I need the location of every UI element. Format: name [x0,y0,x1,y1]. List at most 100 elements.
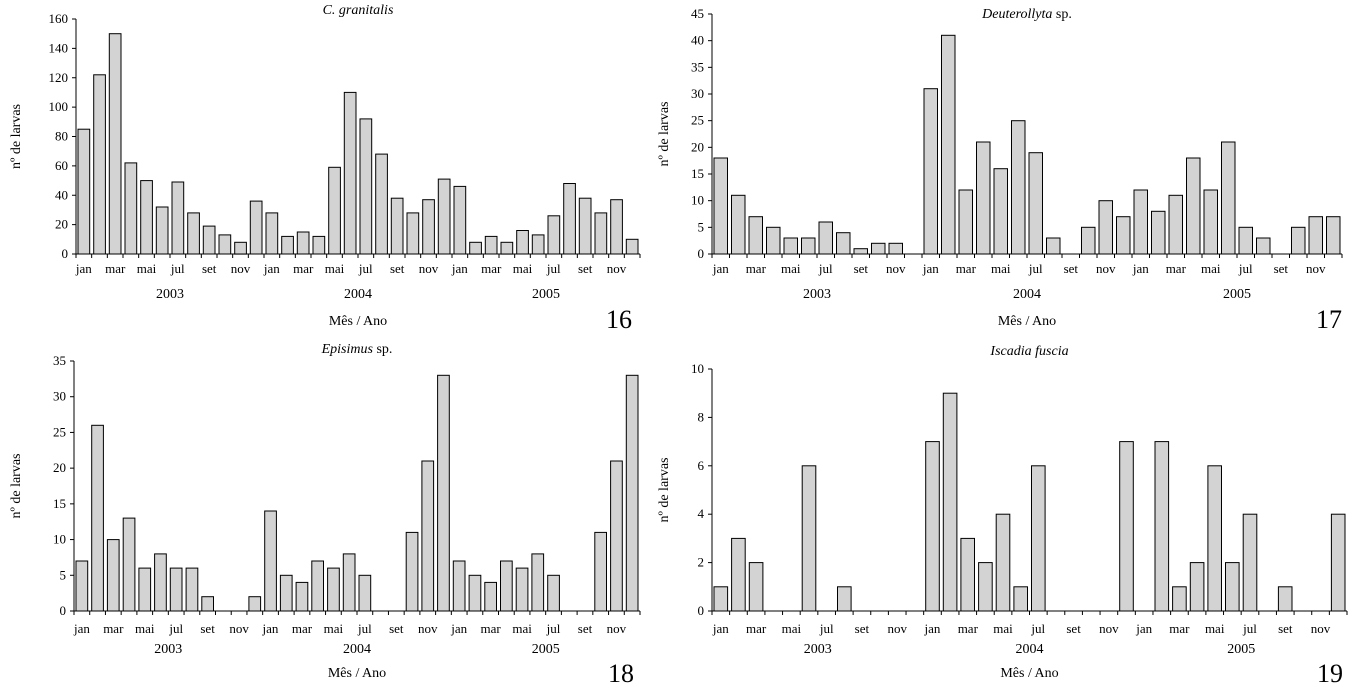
bar-jul-18 [1028,152,1043,255]
bar-set-20 [390,197,404,255]
bar-mai-28 [1203,189,1218,255]
x-tick-label: jul [358,261,373,276]
x-tick-label: jan [1132,261,1149,276]
x-tick-label: jul [1238,261,1253,276]
bar-jan-24 [452,560,466,612]
bar-abr-3 [766,226,781,255]
bar-out-33 [594,531,607,612]
x-tick-label: jul [168,621,183,636]
x-tick-label: jan [263,261,280,276]
bar-jun-17 [343,91,357,255]
bar-mar-14 [295,581,309,612]
year-label: 2004 [1016,642,1044,657]
bar-set-32 [1277,586,1293,612]
bar-jul-18 [1031,465,1046,612]
x-tick-label: jul [1242,621,1257,636]
x-tick-label: jan [75,261,92,276]
bar-mar-26 [484,581,497,612]
y-tick-label: 30 [53,389,66,404]
year-label: 2003 [803,287,831,302]
bar-jul-6 [169,567,183,612]
y-axis-label: nº de larvas [9,104,24,169]
figure-number: 18 [608,659,634,685]
x-tick-label: nov [886,261,906,276]
x-tick-label: nov [418,621,438,636]
x-tick-label: mar [105,261,126,276]
bar-fev-13 [942,392,958,612]
bar-dez-35 [1326,216,1341,255]
bar-mar-2 [106,539,120,612]
bar-ago-31 [1256,237,1271,255]
bar-fev-25 [468,574,482,612]
x-axis-label: Mês / Ano [998,314,1056,329]
bar-mar-26 [1168,194,1183,255]
bar-jul-6 [171,181,185,255]
year-label: 2004 [344,287,372,302]
x-tick-label: mai [991,261,1011,276]
y-tick-label: 60 [55,158,68,173]
bar-nov-22 [1098,200,1113,255]
bar-abr-27 [1186,157,1201,255]
bar-abr-27 [500,241,514,255]
x-axis-label: Mês / Ano [328,666,386,681]
bar-jul-6 [818,221,833,255]
bar-jan-12 [264,510,277,612]
x-tick-label: set [389,621,404,636]
y-tick-label: 20 [691,139,704,154]
x-axis-label: Mês / Ano [1000,666,1058,681]
year-label: 2004 [343,642,371,657]
y-tick-label: 20 [53,460,66,475]
bar-dez-35 [625,374,639,612]
x-tick-label: jan [712,621,729,636]
bar-abr-15 [976,141,991,255]
y-tick-label: 0 [60,603,67,618]
x-tick-label: nov [887,621,907,636]
bar-nov-22 [421,460,435,612]
x-tick-label: jan [922,261,939,276]
year-label: 2005 [1223,287,1251,302]
bar-nov-34 [610,199,623,255]
chart-title: Episimus sp. [321,342,393,357]
bar-jul-30 [547,574,560,612]
bar-fev-13 [941,34,956,255]
y-tick-label: 5 [698,219,705,234]
bar-ago-7 [185,567,199,612]
y-tick-label: 0 [698,246,705,261]
bar-ago-19 [375,153,388,255]
bar-dez-23 [1116,216,1131,255]
bar-ago-7 [837,586,852,612]
bar-fev-13 [279,574,293,612]
bar-jun-29 [1221,141,1236,255]
y-tick-label: 80 [55,129,68,144]
x-tick-label: jul [1030,621,1045,636]
y-tick-label: 35 [53,353,66,368]
bar-nov-22 [422,199,435,255]
bar-jan-0 [75,560,89,612]
bar-abr-3 [124,162,138,255]
bar-jan-12 [925,441,940,612]
y-tick-label: 8 [698,409,705,424]
bar-jun-5 [154,553,167,612]
x-tick-label: jan [924,621,941,636]
bar-out-21 [406,212,420,255]
y-tick-label: 4 [698,506,705,521]
y-tick-label: 10 [53,532,66,547]
figure-number: 19 [1317,659,1343,685]
bar-abr-27 [1189,562,1205,612]
y-tick-label: 120 [49,70,69,85]
bar-dez-23 [437,178,451,255]
bar-jan-0 [713,157,728,255]
bar-jun-5 [801,237,816,255]
x-axis-label: Mês / Ano [329,314,387,329]
x-tick-label: nov [419,261,439,276]
bar-jul-18 [358,574,372,612]
bar-out-33 [594,212,608,255]
x-tick-label: mar [1169,621,1190,636]
bar-jan-24 [1133,189,1148,255]
y-tick-label: 5 [60,567,67,582]
bar-ago-7 [836,232,851,255]
bar-mai-4 [140,180,153,255]
bar-jul-30 [1238,226,1253,255]
x-tick-label: mar [480,621,501,636]
